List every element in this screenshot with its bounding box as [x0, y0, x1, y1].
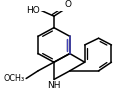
Text: O: O [64, 0, 71, 9]
Text: NH: NH [47, 81, 61, 90]
Text: OCH₃: OCH₃ [4, 74, 25, 83]
Text: HO: HO [26, 6, 40, 15]
